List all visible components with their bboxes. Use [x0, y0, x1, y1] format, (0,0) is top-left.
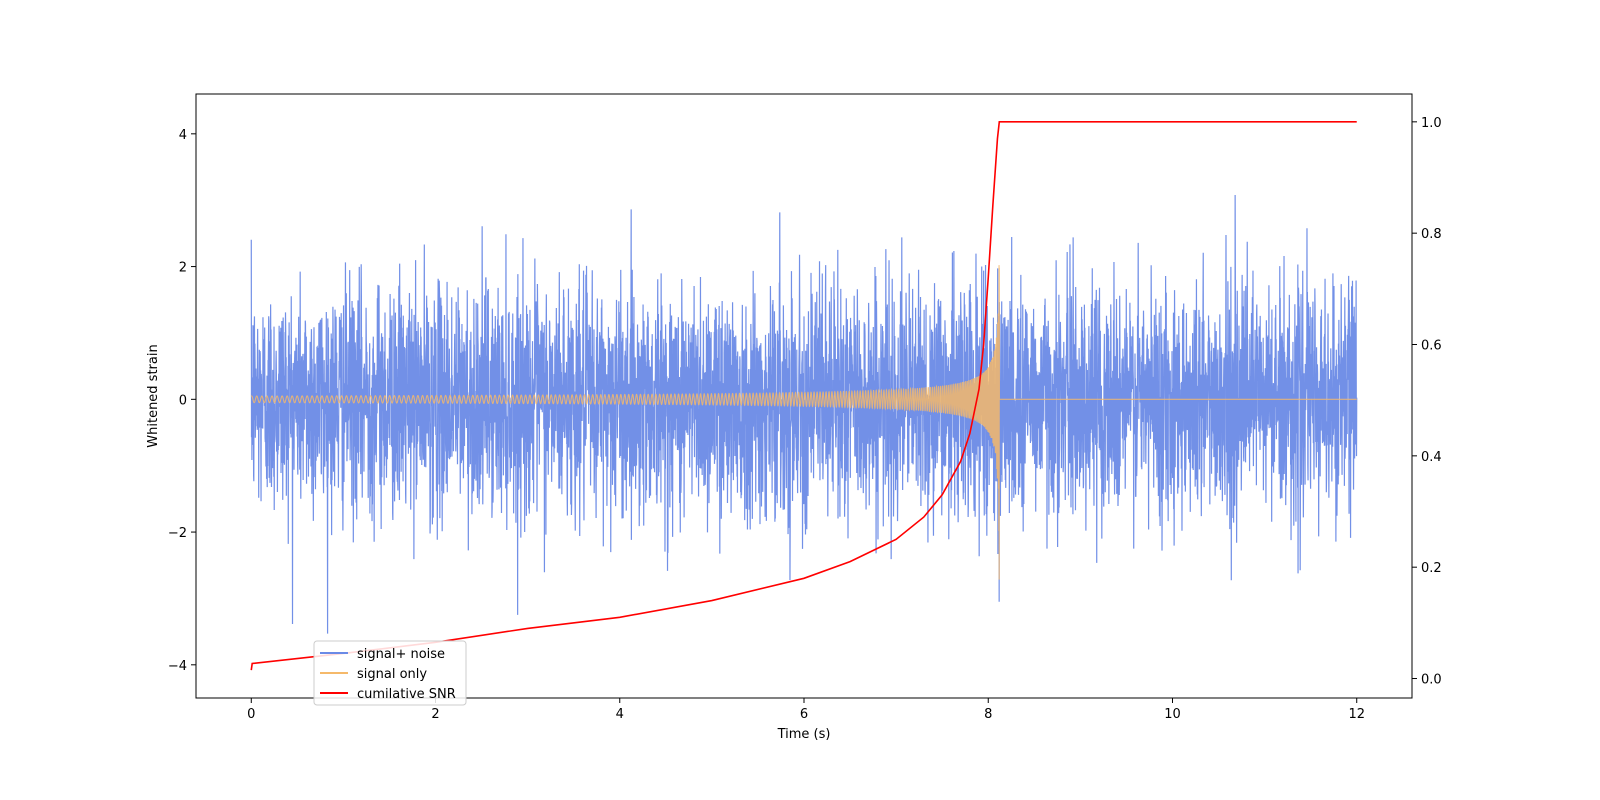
legend-box	[313, 640, 467, 706]
x-tick-label: 10	[1164, 707, 1181, 722]
right-y-tick-label: 0.8	[1421, 227, 1442, 242]
left-y-tick-label: 0	[179, 393, 187, 408]
x-tick-label: 0	[247, 707, 255, 722]
left-y-axis-label: Whitened strain	[146, 344, 161, 447]
x-axis-label: Time (s)	[777, 727, 831, 742]
right-y-axis-ticks: 0.0 0.2 0.4 0.6 0.8 1.0	[1412, 116, 1442, 688]
legend-label-cumulative-snr: cumilative SNR	[357, 687, 456, 702]
signal-series-layer	[250, 265, 1357, 580]
right-y-tick-label: 1.0	[1421, 116, 1442, 131]
x-tick-label: 12	[1348, 707, 1365, 722]
noise-series-layer	[250, 195, 1358, 634]
x-tick-label: 8	[984, 707, 992, 722]
legend: signal+ noise signal only cumilative SNR	[313, 640, 467, 706]
left-y-tick-label: 2	[179, 261, 187, 276]
series-line-signal-noise	[250, 195, 1358, 634]
left-y-axis-ticks: −4 −2 0 2 4	[168, 128, 196, 674]
snr-series-layer	[250, 121, 1357, 671]
right-y-tick-label: 0.6	[1421, 339, 1442, 354]
series-line-cumulative-snr	[250, 121, 1357, 671]
legend-label-signal-noise: signal+ noise	[357, 647, 445, 662]
left-y-tick-label: 4	[179, 128, 187, 143]
x-tick-label: 4	[616, 707, 624, 722]
right-y-tick-label: 0.0	[1421, 673, 1442, 688]
left-y-tick-label: −4	[168, 659, 187, 674]
right-y-tick-label: 0.2	[1421, 561, 1442, 576]
series-line-signal-only	[250, 265, 1357, 580]
x-tick-label: 2	[431, 707, 439, 722]
right-y-tick-label: 0.4	[1421, 450, 1442, 465]
left-y-tick-label: −2	[168, 526, 187, 541]
legend-label-signal-only: signal only	[357, 667, 427, 682]
x-tick-label: 6	[800, 707, 808, 722]
